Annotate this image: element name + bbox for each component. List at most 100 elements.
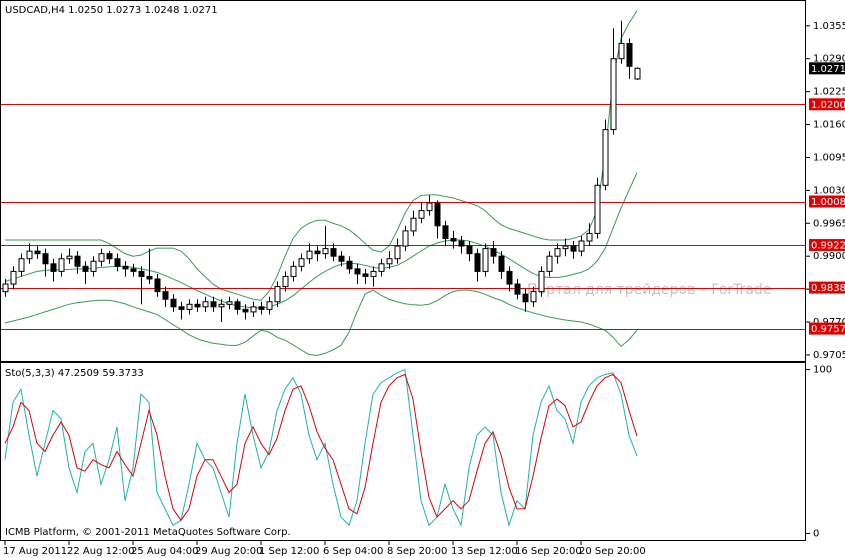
candle-body	[274, 286, 281, 303]
level-price-box	[809, 281, 845, 294]
candle-body	[250, 306, 257, 313]
candle-body	[266, 301, 273, 310]
x-tick-label: 20 Sep 20:00	[579, 546, 646, 557]
candle-body	[538, 270, 545, 293]
price-plot: Портал для трейдеров – ForTrade	[1, 10, 805, 356]
candle-body	[146, 275, 153, 280]
candle-body	[210, 301, 217, 308]
level-price-label: 0.9838	[811, 283, 845, 294]
candle-body	[226, 301, 233, 305]
level-price-label: 0.9922	[811, 241, 845, 252]
candle-body	[242, 308, 249, 313]
stochastic-line	[4, 373, 638, 522]
copyright: ICMB Platform, © 2001-2011 MetaQuotes So…	[5, 527, 291, 538]
candle-body	[66, 255, 73, 260]
x-tick-label: 16 Sep 20:00	[515, 546, 582, 557]
y-tick-label: 0.9705	[813, 350, 845, 361]
candle-body	[378, 263, 385, 272]
last-price-box	[809, 62, 845, 75]
candle-body	[114, 258, 121, 267]
candle-body	[570, 245, 577, 252]
candle-body	[338, 255, 345, 262]
candle-body	[442, 225, 449, 239]
x-tick-label: 8 Sep 20:00	[387, 546, 447, 557]
watermark: Портал для трейдеров – ForTrade	[527, 282, 771, 298]
candle-body	[482, 248, 489, 272]
stochastic-line	[4, 368, 638, 528]
candle-body	[218, 303, 225, 308]
y-tick-label: 1.0160	[813, 120, 845, 131]
candle-body	[90, 260, 97, 272]
y-tick-label: 0.9770	[813, 317, 845, 328]
y-tick-label: 1.0095	[813, 152, 845, 163]
x-tick-label: 25 Aug 04:00	[131, 546, 198, 557]
candle-body	[10, 270, 17, 285]
candle-body	[98, 253, 105, 262]
x-tick-label: 17 Aug 2011	[3, 546, 67, 557]
candle-body	[50, 263, 57, 272]
candle-body	[186, 303, 193, 310]
candle-body	[618, 43, 625, 60]
candle-body	[314, 250, 321, 255]
x-tick-label: 6 Sep 04:00	[323, 546, 383, 557]
candle-body	[458, 240, 465, 247]
candle-body	[466, 245, 473, 255]
level-price-box	[809, 322, 845, 335]
candle-body	[474, 253, 481, 272]
candle-body	[258, 306, 265, 310]
candle-body	[58, 258, 65, 272]
price-title: USDCAD,H4 1.0250 1.0273 1.0248 1.0271	[5, 5, 218, 16]
level-price-box	[809, 195, 845, 208]
x-tick-label: 1 Sep 12:00	[259, 546, 319, 557]
candle-body	[194, 303, 201, 308]
candle-body	[410, 217, 417, 232]
candle-body	[530, 291, 537, 303]
candle-body	[610, 58, 617, 131]
candle-body	[74, 255, 81, 267]
candle-body	[418, 210, 425, 219]
candle-body	[402, 230, 409, 247]
candle-body	[234, 301, 241, 310]
price-panel-border	[0, 0, 806, 362]
y-tick-label: 0	[813, 528, 819, 539]
candle-body	[290, 265, 297, 277]
candle-body	[506, 270, 513, 285]
candle-body	[130, 268, 137, 272]
stoch-title: Sto(5,3,3) 47.2509 59.3733	[5, 368, 144, 379]
candle-body	[282, 275, 289, 288]
candle-body	[498, 255, 505, 272]
bollinger-band	[4, 172, 638, 309]
candle-body	[322, 248, 329, 255]
candle-body	[106, 253, 113, 260]
candle-body	[386, 258, 393, 265]
candle-body	[578, 240, 585, 252]
candle-body	[514, 283, 521, 295]
candle-body	[554, 248, 561, 257]
y-tick-label: 0.9965	[813, 218, 845, 229]
candle-body	[34, 250, 41, 255]
candle-body	[202, 301, 209, 308]
candle-body	[330, 248, 337, 257]
candle-body	[162, 291, 169, 300]
candle-body	[602, 129, 609, 186]
candle-body	[594, 184, 601, 234]
level-price-box	[809, 98, 845, 111]
candle-body	[490, 248, 497, 257]
stoch-panel-border	[0, 362, 806, 541]
bollinger-band	[5, 10, 638, 301]
y-tick-label: 100	[813, 365, 832, 376]
level-price-label: 1.0008	[811, 197, 845, 208]
candle-body	[426, 202, 433, 212]
candle-body	[26, 250, 33, 260]
y-tick-label: 1.0290	[813, 54, 845, 65]
x-tick-label: 29 Aug 20:00	[195, 546, 262, 557]
candle-body	[546, 255, 553, 272]
candle-body	[2, 283, 9, 293]
candle-body	[18, 258, 25, 272]
candle-body	[586, 232, 593, 242]
y-tick-label: 1.0030	[813, 185, 845, 196]
candle-body	[170, 298, 177, 308]
bollinger-band	[4, 289, 638, 356]
